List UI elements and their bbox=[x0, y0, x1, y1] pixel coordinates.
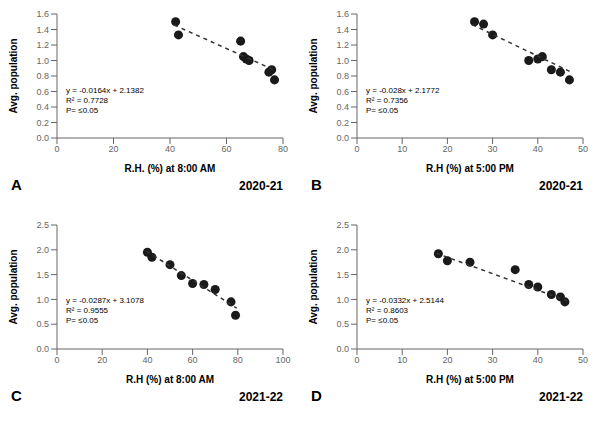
svg-text:40: 40 bbox=[142, 355, 152, 365]
svg-text:40: 40 bbox=[533, 144, 543, 154]
svg-text:0.2: 0.2 bbox=[36, 118, 49, 128]
svg-text:1.0: 1.0 bbox=[36, 294, 49, 304]
svg-text:0.6: 0.6 bbox=[336, 87, 349, 97]
svg-text:0.4: 0.4 bbox=[336, 102, 349, 112]
svg-text:1.5: 1.5 bbox=[336, 269, 349, 279]
svg-text:0.0: 0.0 bbox=[36, 344, 49, 354]
svg-text:1.2: 1.2 bbox=[336, 40, 349, 50]
html-text:y = -0.0332x + 2.5144: y = -0.0332x + 2.5144 bbox=[366, 296, 444, 306]
html-text:P= ≤0.05: P= ≤0.05 bbox=[366, 316, 399, 326]
html-text:R² = 0.7356: R² = 0.7356 bbox=[366, 95, 409, 105]
svg-text:50: 50 bbox=[578, 144, 588, 154]
svg-text:0.0: 0.0 bbox=[36, 133, 49, 143]
html-text:y = -0.028x + 2.1772: y = -0.028x + 2.1772 bbox=[366, 85, 440, 95]
svg-text:2.0: 2.0 bbox=[336, 244, 349, 254]
html-text:R² = 0.9555: R² = 0.9555 bbox=[66, 306, 109, 316]
svg-text:1.5: 1.5 bbox=[36, 269, 49, 279]
html-text:2021-22: 2021-22 bbox=[239, 389, 283, 404]
html-text:P= ≤0.05: P= ≤0.05 bbox=[66, 316, 99, 326]
svg-text:100: 100 bbox=[275, 355, 290, 365]
svg-text:1.2: 1.2 bbox=[36, 40, 49, 50]
svg-text:1.0: 1.0 bbox=[336, 56, 349, 66]
svg-text:20: 20 bbox=[97, 355, 107, 365]
html-text:R² = 0.8603: R² = 0.8603 bbox=[366, 306, 409, 316]
svg-text:40: 40 bbox=[165, 144, 175, 154]
svg-text:R.H (%) at 8:00 AM: R.H (%) at 8:00 AM bbox=[126, 374, 214, 385]
svg-text:0: 0 bbox=[354, 355, 359, 365]
html-text:2021-22: 2021-22 bbox=[539, 389, 583, 404]
svg-text:1.4: 1.4 bbox=[336, 25, 349, 35]
svg-text:1.0: 1.0 bbox=[336, 294, 349, 304]
svg-text:20: 20 bbox=[442, 144, 452, 154]
svg-text:10: 10 bbox=[397, 144, 407, 154]
svg-text:0.0: 0.0 bbox=[336, 133, 349, 143]
html-text:2020-21: 2020-21 bbox=[539, 179, 583, 193]
svg-text:0.0: 0.0 bbox=[336, 344, 349, 354]
svg-text:Avg. population: Avg. population bbox=[308, 38, 319, 113]
svg-text:Avg. population: Avg. population bbox=[8, 38, 19, 113]
svg-text:0: 0 bbox=[354, 144, 359, 154]
svg-text:2.5: 2.5 bbox=[336, 220, 349, 230]
svg-text:2.5: 2.5 bbox=[36, 220, 49, 230]
html-text:B: B bbox=[311, 176, 322, 193]
svg-text:0.5: 0.5 bbox=[36, 319, 49, 329]
svg-text:0.2: 0.2 bbox=[336, 118, 349, 128]
html-text:y = -0.0287x + 3.1078: y = -0.0287x + 3.1078 bbox=[66, 296, 144, 306]
html-text:y = -0.0164x + 2.1382: y = -0.0164x + 2.1382 bbox=[66, 85, 144, 95]
svg-text:1.6: 1.6 bbox=[36, 9, 49, 19]
svg-text:20: 20 bbox=[108, 144, 118, 154]
svg-text:1.0: 1.0 bbox=[36, 56, 49, 66]
svg-text:Avg. population: Avg. population bbox=[308, 249, 319, 324]
svg-text:Avg. population: Avg. population bbox=[8, 249, 19, 324]
svg-text:60: 60 bbox=[188, 355, 198, 365]
svg-text:0.5: 0.5 bbox=[336, 319, 349, 329]
svg-text:30: 30 bbox=[488, 144, 498, 154]
svg-text:R.H. (%) at 8:00 AM: R.H. (%) at 8:00 AM bbox=[125, 163, 216, 174]
svg-text:0.8: 0.8 bbox=[336, 71, 349, 81]
html-text:P= ≤0.05: P= ≤0.05 bbox=[66, 105, 99, 115]
html-text:R² = 0.7728: R² = 0.7728 bbox=[66, 95, 109, 105]
html-text:P= ≤0.05: P= ≤0.05 bbox=[366, 105, 399, 115]
html-text:D: D bbox=[311, 386, 322, 404]
svg-text:40: 40 bbox=[533, 355, 543, 365]
svg-text:0: 0 bbox=[54, 144, 59, 154]
svg-text:10: 10 bbox=[397, 355, 407, 365]
svg-text:0: 0 bbox=[54, 355, 59, 365]
html-text:2020-21: 2020-21 bbox=[239, 179, 283, 193]
svg-text:2.0: 2.0 bbox=[36, 244, 49, 254]
svg-text:1.6: 1.6 bbox=[336, 9, 349, 19]
svg-text:R.H (%) at 5:00 PM: R.H (%) at 5:00 PM bbox=[426, 374, 514, 385]
svg-text:R.H (%) at 5:00 PM: R.H (%) at 5:00 PM bbox=[426, 163, 514, 174]
svg-text:0.4: 0.4 bbox=[36, 102, 49, 112]
svg-text:1.4: 1.4 bbox=[36, 25, 49, 35]
svg-text:80: 80 bbox=[278, 144, 288, 154]
html-text:A: A bbox=[11, 176, 22, 193]
svg-text:20: 20 bbox=[442, 355, 452, 365]
svg-text:50: 50 bbox=[578, 355, 588, 365]
html-text:C: C bbox=[11, 386, 22, 404]
svg-text:0.6: 0.6 bbox=[36, 87, 49, 97]
svg-text:0.8: 0.8 bbox=[36, 71, 49, 81]
svg-text:30: 30 bbox=[488, 355, 498, 365]
svg-text:60: 60 bbox=[221, 144, 231, 154]
svg-text:80: 80 bbox=[233, 355, 243, 365]
